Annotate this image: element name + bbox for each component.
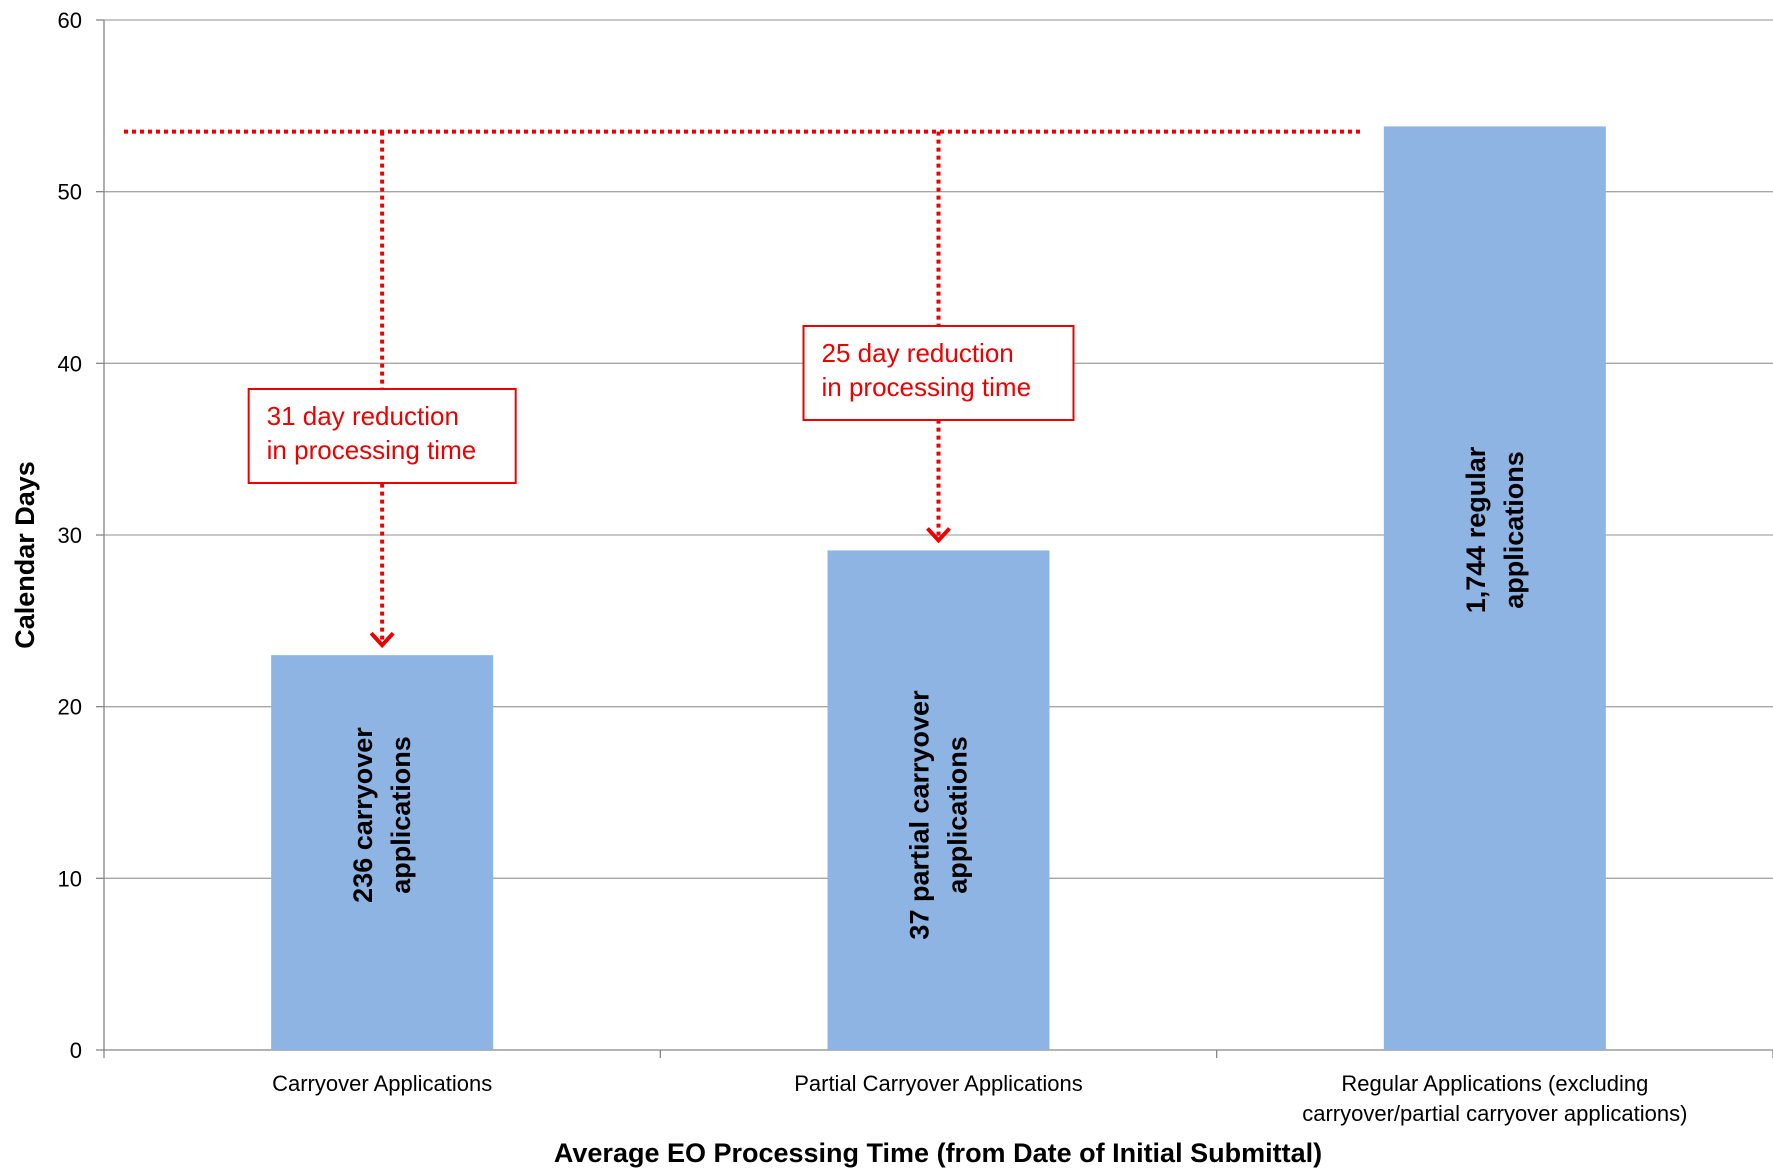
category-label: Partial Carryover Applications [794,1071,1083,1096]
bar-data-label-line: applications [1499,451,1529,609]
y-tick-label: 40 [58,351,82,376]
category-label: Carryover Applications [272,1071,492,1096]
x-axis-title: Average EO Processing Time (from Date of… [554,1138,1322,1168]
y-tick-label: 20 [58,695,82,720]
bar-data-label-line: 236 carryover [348,727,378,903]
x-axis-ticks [103,1050,1773,1058]
bar-data-label-line: 37 partial carryover [905,690,935,940]
bar [827,550,1050,1050]
category-label: Regular Applications (excluding [1341,1071,1648,1096]
y-axis-ticks: 0 10 20 30 40 50 60 [58,8,104,1063]
bar-data-label-line: applications [943,736,973,894]
category-label: carryover/partial carryover applications… [1302,1101,1687,1126]
y-tick-label: 50 [58,180,82,205]
y-tick-label: 30 [58,523,82,548]
annotations: 31 day reduction in processing time 25 day… [124,129,1360,649]
y-axis-title: Calendar Days [10,461,40,649]
bar-labels: 236 carryover applications 37 partial carr… [348,446,1529,939]
callout-text: 25 day reduction [822,338,1014,368]
callout-text: in processing time [822,372,1032,402]
arrow-head-icon [369,631,395,649]
bar [1383,126,1606,1050]
bar-data-label: 37 partial carryover applications [905,690,973,940]
category-labels: Carryover Applications Partial Carryover … [272,1071,1687,1126]
bar-data-label: 1,744 regular applications [1461,446,1529,613]
arrow-head-icon [926,527,951,544]
callout-text: in processing time [267,435,477,465]
bars [271,126,1606,1050]
bar-data-label-line: 1,744 regular [1461,446,1491,613]
callout-box [247,388,517,484]
bar-data-label: 236 carryover applications [348,727,416,903]
bar-data-label-line: applications [386,736,416,894]
y-tick-label: 60 [58,8,82,33]
y-tick-label: 0 [70,1038,82,1063]
bar [271,655,494,1050]
callout-box [802,325,1075,421]
callout-text: 31 day reduction [267,401,459,431]
y-tick-label: 10 [58,866,82,891]
